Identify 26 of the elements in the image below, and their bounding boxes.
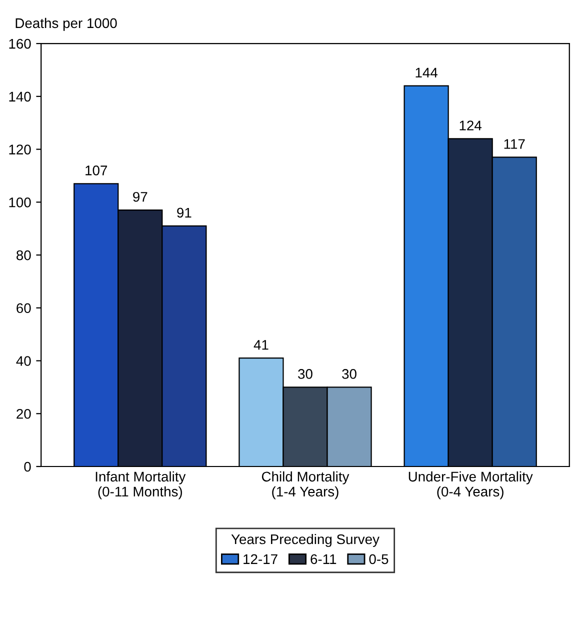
y-tick-label: 100	[9, 197, 31, 208]
y-tick-label: 0	[24, 462, 31, 472]
data-label: 107	[86, 166, 108, 176]
data-label: 91	[177, 208, 192, 218]
legend-label: 12-17	[244, 554, 278, 564]
legend-title: Years Preceding Survey	[231, 534, 380, 547]
x-tick-label: Child Mortality (1-4 Years)	[262, 471, 350, 500]
data-label: 30	[298, 369, 312, 379]
x-tick-label: Under-Five Mortality (0-4 Years)	[408, 471, 533, 500]
legend-label: 6-11	[310, 554, 336, 564]
y-tick-label: 120	[9, 144, 31, 154]
y-tick-label: 160	[9, 38, 31, 49]
y-tick-label: 40	[16, 356, 31, 366]
data-label: 97	[133, 192, 148, 202]
y-axis-title: Deaths per 1000	[16, 18, 117, 31]
data-label: 144	[416, 68, 438, 78]
data-label: 124	[460, 120, 482, 130]
data-label: 30	[342, 369, 356, 379]
data-label: 117	[504, 139, 525, 149]
y-tick-label: 140	[9, 92, 31, 102]
y-tick-label: 20	[16, 408, 31, 419]
y-tick-label: 60	[16, 303, 31, 314]
y-tick-label: 80	[16, 250, 31, 260]
legend-label: 0-5	[369, 554, 388, 564]
x-tick-label: Infant Mortality (0-11 Months)	[96, 471, 186, 500]
data-label: 41	[254, 340, 268, 350]
